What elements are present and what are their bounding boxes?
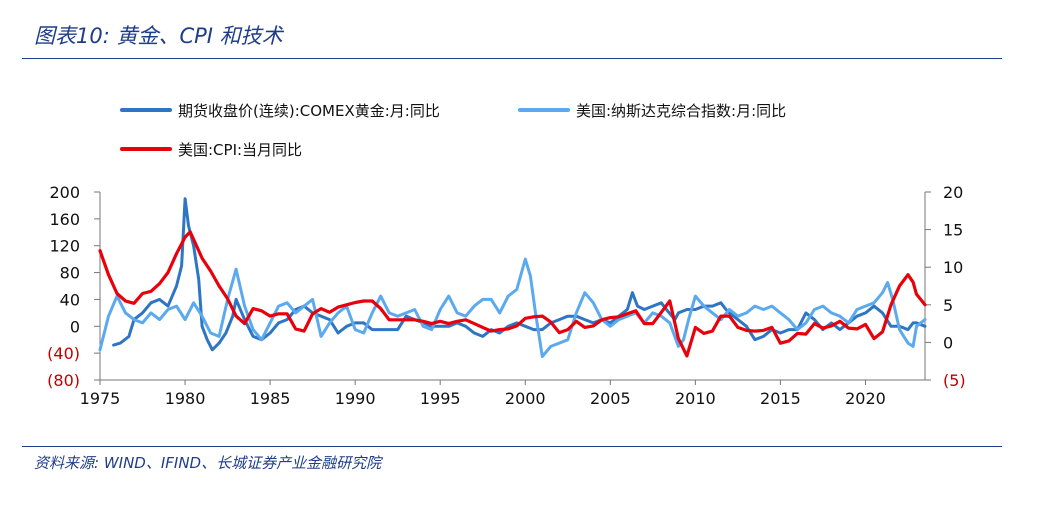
x-tick-label: 1990	[335, 389, 376, 408]
y-left-tick-label: (80)	[47, 371, 80, 390]
y-left-tick-label: 0	[70, 317, 80, 336]
x-tick-label: 2010	[675, 389, 716, 408]
y-left-tick-label: 80	[60, 264, 80, 283]
plot-area	[98, 197, 927, 358]
x-tick-label: 2005	[590, 389, 631, 408]
legend-label-1: 期货收盘价(连续):COMEX黄金:月:同比	[178, 102, 440, 120]
y-left-tick-label: 40	[60, 290, 80, 309]
legend-label-3: 美国:CPI:当月同比	[178, 141, 302, 159]
x-tick-label: 1995	[420, 389, 461, 408]
series-line-3	[98, 230, 927, 358]
x-tick-label: 1975	[80, 389, 121, 408]
x-tick-label: 1985	[250, 389, 291, 408]
series-line-2	[98, 257, 927, 358]
y-right-tick-label: 5	[943, 296, 953, 315]
legend-label-2: 美国:纳斯达克综合指数:月:同比	[576, 102, 786, 120]
source-rule	[22, 446, 1002, 447]
y-left-tick-label: 200	[49, 183, 80, 202]
y-left-tick-label: (40)	[47, 344, 80, 363]
y-right-tick-label: (5)	[943, 371, 966, 390]
series-line-1	[112, 197, 927, 352]
source-note: 资料来源: WIND、IFIND、长城证券产业金融研究院	[34, 454, 382, 472]
x-tick-label: 1980	[165, 389, 206, 408]
y-right-tick-label: 20	[943, 183, 963, 202]
legend: 期货收盘价(连续):COMEX黄金:月:同比 美国:纳斯达克综合指数:月:同比美国…	[120, 102, 786, 159]
y-right-tick-label: 15	[943, 221, 963, 240]
x-tick-label: 2015	[760, 389, 801, 408]
x-tick-label: 2000	[505, 389, 546, 408]
y-left-tick-label: 120	[49, 237, 80, 256]
y-left-tick-label: 160	[49, 210, 80, 229]
y-right-tick-label: 10	[943, 258, 963, 277]
x-tick-label: 2020	[845, 389, 886, 408]
y-right-tick-label: 0	[943, 333, 953, 352]
figure-title: 图表10: 黄金、CPI 和技术	[34, 24, 283, 48]
title-rule	[22, 58, 1002, 59]
